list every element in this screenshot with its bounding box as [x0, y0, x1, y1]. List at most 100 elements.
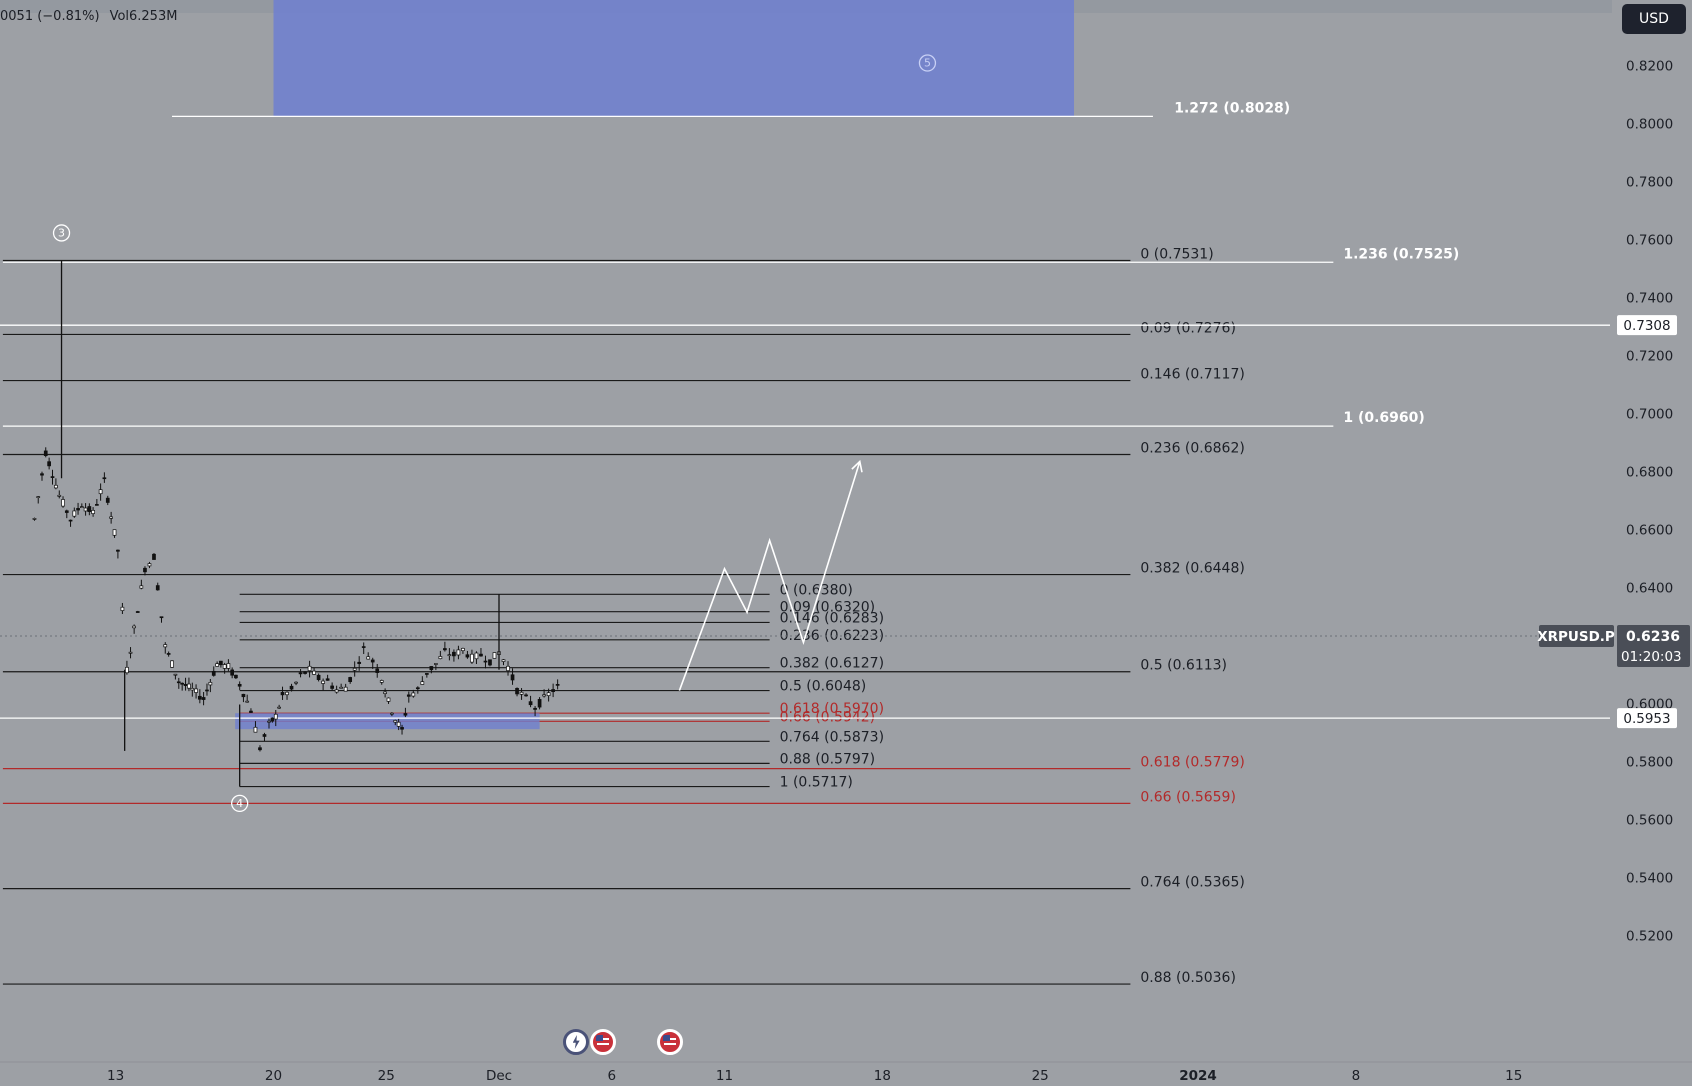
candle-body: [270, 717, 275, 722]
time-axis-tick: 25: [1032, 1068, 1049, 1084]
candle-body: [479, 653, 483, 657]
candle-body: [352, 667, 357, 671]
time-axis-tick: 8: [1352, 1068, 1361, 1084]
price-axis-tick: 0.6800: [1626, 465, 1673, 481]
candle-body: [470, 653, 474, 663]
candle-body: [537, 699, 542, 708]
price-axis-tick: 0.8000: [1626, 117, 1673, 133]
candle-body: [524, 694, 528, 697]
wave-label-3: 3: [52, 224, 71, 242]
candle-body: [166, 653, 171, 655]
fib-level-label: 0.146 (0.6283): [780, 610, 884, 626]
candle-body: [143, 567, 147, 573]
wave-label-text: 5: [924, 57, 931, 70]
price-axis-tick: 0.5400: [1626, 871, 1673, 887]
price-axis-tick: 0.7800: [1626, 175, 1673, 191]
candle-body: [542, 694, 546, 697]
candle-body: [76, 508, 80, 511]
candle-body: [91, 510, 95, 514]
candle-body: [139, 585, 144, 589]
ticker-bg: [1539, 625, 1614, 648]
candle-body: [190, 688, 195, 691]
symbol-info-bar: 0051 (−0.81%) Vol6.253M: [0, 9, 187, 24]
candle-body: [546, 692, 551, 696]
price-marker-badge: 0.5953: [1617, 708, 1677, 729]
fib-level-label: 1.236 (0.7525): [1343, 246, 1459, 262]
time-axis-tick: 20: [265, 1068, 282, 1084]
wave-label-4: 4: [231, 794, 249, 813]
candle-body: [307, 665, 312, 672]
candle-body: [483, 660, 488, 663]
wave-label-5: 5: [918, 54, 937, 72]
last-price: 0.6236: [1626, 629, 1680, 645]
wave-label-circle: [918, 54, 937, 72]
candle-body: [361, 646, 366, 648]
candle-body: [183, 683, 188, 687]
candle-body: [258, 747, 262, 751]
candle-body: [152, 553, 156, 560]
candle-body: [83, 507, 88, 512]
candle-body: [325, 678, 330, 681]
candle-body: [230, 669, 235, 676]
candle-body: [120, 606, 125, 611]
us-flag-event-icon-2[interactable]: [657, 1029, 684, 1055]
candle-body: [219, 660, 223, 666]
time-axis-tick: 25: [378, 1068, 395, 1084]
candle-body: [348, 677, 353, 683]
price-axis-tick: 0.5200: [1626, 929, 1673, 945]
fib-level-label: 0.5 (0.6048): [780, 679, 867, 695]
candle-body: [515, 687, 519, 695]
candle-body: [237, 683, 242, 687]
candle-body: [112, 529, 117, 536]
candle-body: [294, 681, 298, 684]
candle-body: [298, 672, 303, 675]
candle-body: [68, 519, 73, 522]
candle-body: [36, 496, 41, 498]
candle-body: [245, 700, 250, 703]
fib-set-extension: 1.618 (0.8439)1.272 (0.8028)1.236 (0.752…: [2, 100, 1459, 427]
currency-button[interactable]: USD: [1622, 4, 1686, 34]
candle-body: [253, 726, 258, 733]
candle-body: [173, 673, 178, 676]
price-axis-tick: 0.7600: [1626, 233, 1673, 249]
wave-label-text: 4: [236, 797, 243, 810]
candle-body: [415, 687, 420, 690]
price-axis-tick: 0.7400: [1626, 291, 1673, 307]
fib-level-label: 0.88 (0.5797): [780, 751, 876, 767]
candle-body: [187, 683, 191, 689]
price-axis-tick: 0.8200: [1626, 59, 1673, 75]
candle-body: [47, 461, 51, 467]
us-flag-event-icon-1[interactable]: [589, 1029, 616, 1055]
candle-body: [343, 686, 348, 692]
candle-body: [32, 518, 37, 520]
fib-level-label: 0.09 (0.6320): [780, 600, 876, 616]
candle-body: [180, 682, 185, 685]
candle-body: [456, 649, 461, 656]
fib-level-label: 0.382 (0.6448): [1140, 561, 1244, 577]
candle-body: [98, 489, 103, 495]
candle-body: [54, 484, 58, 489]
candle-body: [87, 506, 92, 512]
time-axis-tick: 6: [607, 1068, 616, 1084]
candle-body: [411, 692, 416, 697]
fib-level-label: 0.618 (0.5970): [780, 701, 884, 717]
candle-body: [222, 664, 227, 669]
price-change: 0051 (−0.81%): [0, 9, 100, 24]
candle-body: [147, 563, 152, 567]
lightning-event-icon[interactable]: [562, 1029, 589, 1055]
candle-body: [50, 476, 55, 478]
candle-body: [403, 713, 408, 716]
candle-body: [447, 654, 452, 657]
time-axis-tick: 18: [874, 1068, 891, 1084]
price-axis-tick: 0.5600: [1626, 813, 1673, 829]
candle-body: [125, 666, 129, 674]
candle-body: [226, 663, 231, 669]
time-axis: 13 20 25 Dec 6 11 18 25 2024 8 15: [107, 1068, 1522, 1084]
candle-body: [194, 688, 198, 693]
time-axis-tick: 13: [107, 1068, 124, 1084]
price-marker-bg: [1617, 708, 1677, 729]
fib-level-label: 0.66 (0.5942): [780, 709, 876, 725]
time-axis-tick: 2024: [1179, 1068, 1217, 1084]
